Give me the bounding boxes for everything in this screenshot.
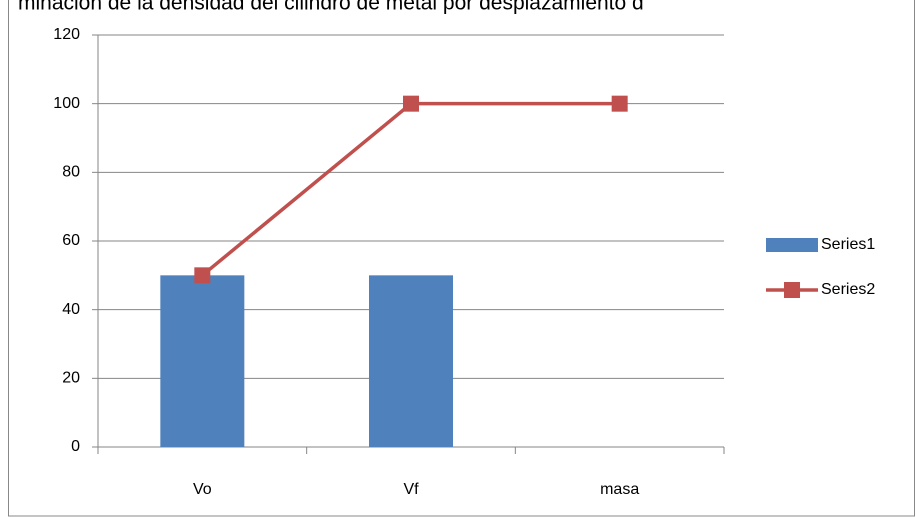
legend-swatch bbox=[784, 282, 800, 298]
line-marker bbox=[403, 95, 419, 112]
legend-swatch bbox=[766, 238, 818, 252]
chart-title: minación de la densidad del cilindro de … bbox=[18, 0, 644, 15]
y-tick-label: 100 bbox=[53, 95, 80, 112]
line-marker bbox=[194, 267, 211, 284]
x-tick-label: Vf bbox=[403, 481, 419, 498]
legend-label: Series1 bbox=[821, 236, 875, 253]
y-tick-label: 80 bbox=[62, 164, 80, 181]
y-tick-label: 120 bbox=[53, 26, 80, 43]
x-tick-label: masa bbox=[600, 481, 639, 498]
bar bbox=[369, 275, 453, 447]
bar bbox=[160, 275, 245, 447]
x-tick-label: Vo bbox=[193, 481, 212, 498]
y-tick-label: 40 bbox=[62, 301, 80, 318]
legend-label: Series2 bbox=[821, 281, 875, 298]
y-tick-label: 60 bbox=[62, 232, 80, 249]
line-marker bbox=[611, 95, 628, 112]
y-tick-label: 0 bbox=[71, 438, 80, 455]
chart-frame bbox=[8, 0, 915, 517]
y-tick-label: 20 bbox=[62, 370, 80, 387]
